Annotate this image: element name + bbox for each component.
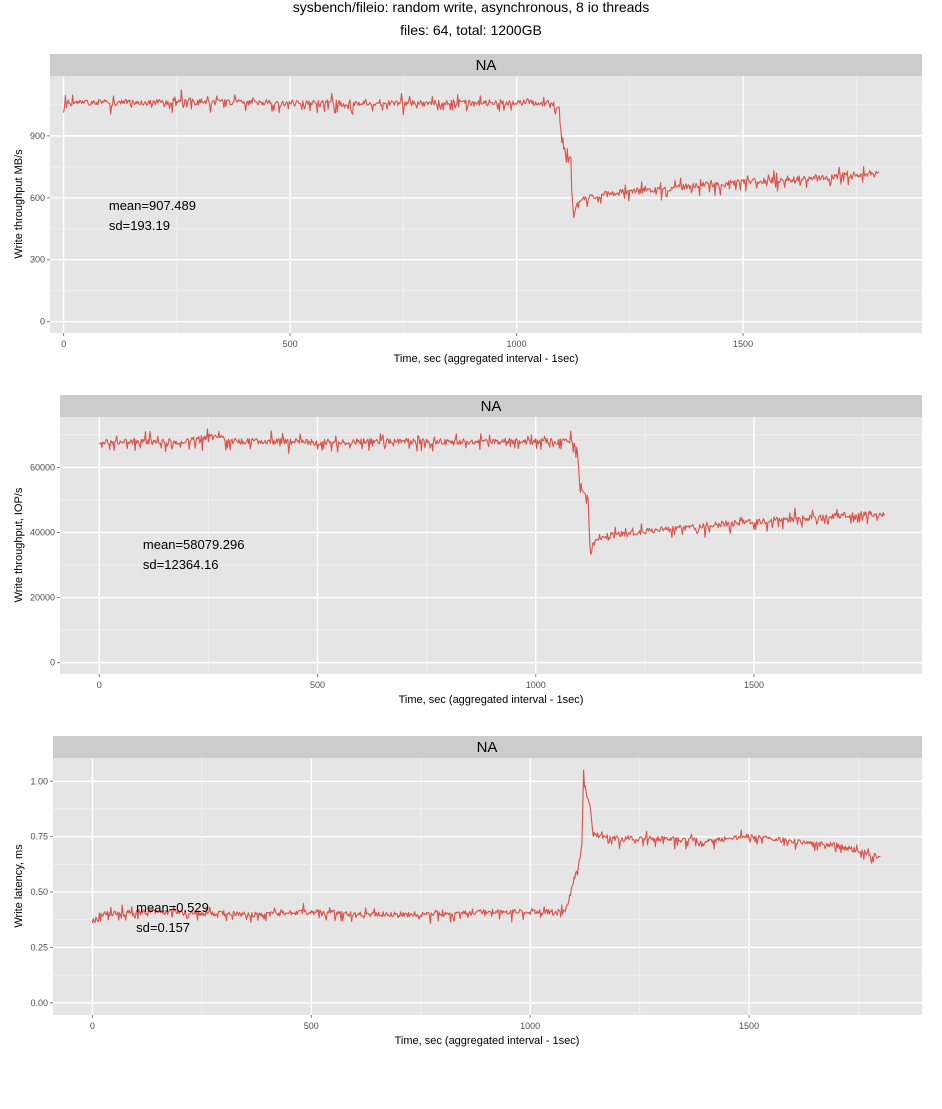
grid-major xyxy=(53,758,922,1015)
figure-title-line1: sysbench/fileio: random write, asynchron… xyxy=(293,0,649,15)
x-tick-label: 1500 xyxy=(739,1021,759,1031)
x-tick-label: 0 xyxy=(61,339,66,349)
y-tick-label: 40000 xyxy=(30,527,55,537)
panel-strip-label: NA xyxy=(476,57,497,74)
y-axis-label: Write throughput, IOP/s xyxy=(13,487,25,602)
grid-major xyxy=(50,76,922,333)
x-axis-ticks: 0 500 1000 1500 xyxy=(97,674,764,690)
y-axis-ticks: 0 20000 40000 60000 xyxy=(30,462,60,668)
plot-area xyxy=(53,758,922,1015)
y-axis-label: Write latency, ms xyxy=(13,844,25,928)
mean-annotation: mean=0.529 xyxy=(136,900,209,915)
x-axis-label: Time, sec (aggregated interval - 1sec) xyxy=(399,694,584,706)
y-tick-label: 900 xyxy=(30,131,45,141)
data-series xyxy=(63,89,880,219)
series-line-latency xyxy=(91,769,881,925)
data-series xyxy=(91,769,881,925)
y-tick-label: 300 xyxy=(30,255,45,265)
panel-throughput-mbs: NA mean=907.489 sd=193.19 0 500 1000 1500 0… xyxy=(13,54,922,365)
y-axis-ticks: 0 300 600 900 xyxy=(30,131,50,327)
y-tick-label: 600 xyxy=(30,193,45,203)
y-tick-label: 0.50 xyxy=(30,887,48,897)
grid-minor xyxy=(60,417,922,674)
x-tick-label: 0 xyxy=(90,1021,95,1031)
y-tick-label: 0 xyxy=(50,658,55,668)
panel-strip xyxy=(53,736,922,758)
data-series xyxy=(98,428,886,555)
mean-annotation: mean=58079.296 xyxy=(143,537,245,552)
x-tick-label: 0 xyxy=(97,680,102,690)
panel-strip-label: NA xyxy=(481,398,502,415)
y-tick-label: 0.00 xyxy=(30,998,48,1008)
x-axis-label: Time, sec (aggregated interval - 1sec) xyxy=(394,353,579,365)
x-tick-label: 1000 xyxy=(520,1021,540,1031)
x-axis-label: Time, sec (aggregated interval - 1sec) xyxy=(395,1035,580,1047)
plot-area xyxy=(50,76,922,333)
sd-annotation: sd=12364.16 xyxy=(143,557,219,572)
x-axis-ticks: 0 500 1000 1500 xyxy=(90,1015,759,1031)
y-axis-ticks: 0.00 0.25 0.50 0.75 1.00 xyxy=(30,776,53,1008)
figure-title-line2: files: 64, total: 1200GB xyxy=(400,22,542,38)
sd-annotation: sd=0.157 xyxy=(136,920,190,935)
grid-major xyxy=(60,417,922,674)
y-tick-label: 20000 xyxy=(30,593,55,603)
y-tick-label: 0.75 xyxy=(30,832,48,842)
x-tick-label: 500 xyxy=(304,1021,319,1031)
x-tick-label: 1500 xyxy=(744,680,764,690)
panel-strip xyxy=(50,54,922,76)
panel-write-latency: NA mean=0.529 sd=0.157 0 500 1000 1500 0.00… xyxy=(13,736,922,1047)
panel-strip xyxy=(60,395,922,417)
x-tick-label: 1500 xyxy=(733,339,753,349)
series-line-iops xyxy=(98,428,886,555)
x-axis-ticks: 0 500 1000 1500 xyxy=(61,333,753,349)
plot-area xyxy=(60,417,922,674)
series-line-throughput xyxy=(63,89,880,219)
x-tick-label: 500 xyxy=(310,680,325,690)
y-tick-label: 1.00 xyxy=(30,776,48,786)
mean-annotation: mean=907.489 xyxy=(109,198,196,213)
y-axis-label: Write throughput MB/s xyxy=(13,149,25,259)
panel-throughput-iops: NA mean=58079.296 sd=12364.16 0 500 1000 15… xyxy=(13,395,922,706)
x-tick-label: 1000 xyxy=(507,339,527,349)
y-tick-label: 0.25 xyxy=(30,942,48,952)
y-tick-label: 60000 xyxy=(30,462,55,472)
x-tick-label: 1000 xyxy=(526,680,546,690)
x-tick-label: 500 xyxy=(283,339,298,349)
sd-annotation: sd=193.19 xyxy=(109,218,170,233)
panel-strip-label: NA xyxy=(477,739,498,756)
y-tick-label: 0 xyxy=(40,317,45,327)
